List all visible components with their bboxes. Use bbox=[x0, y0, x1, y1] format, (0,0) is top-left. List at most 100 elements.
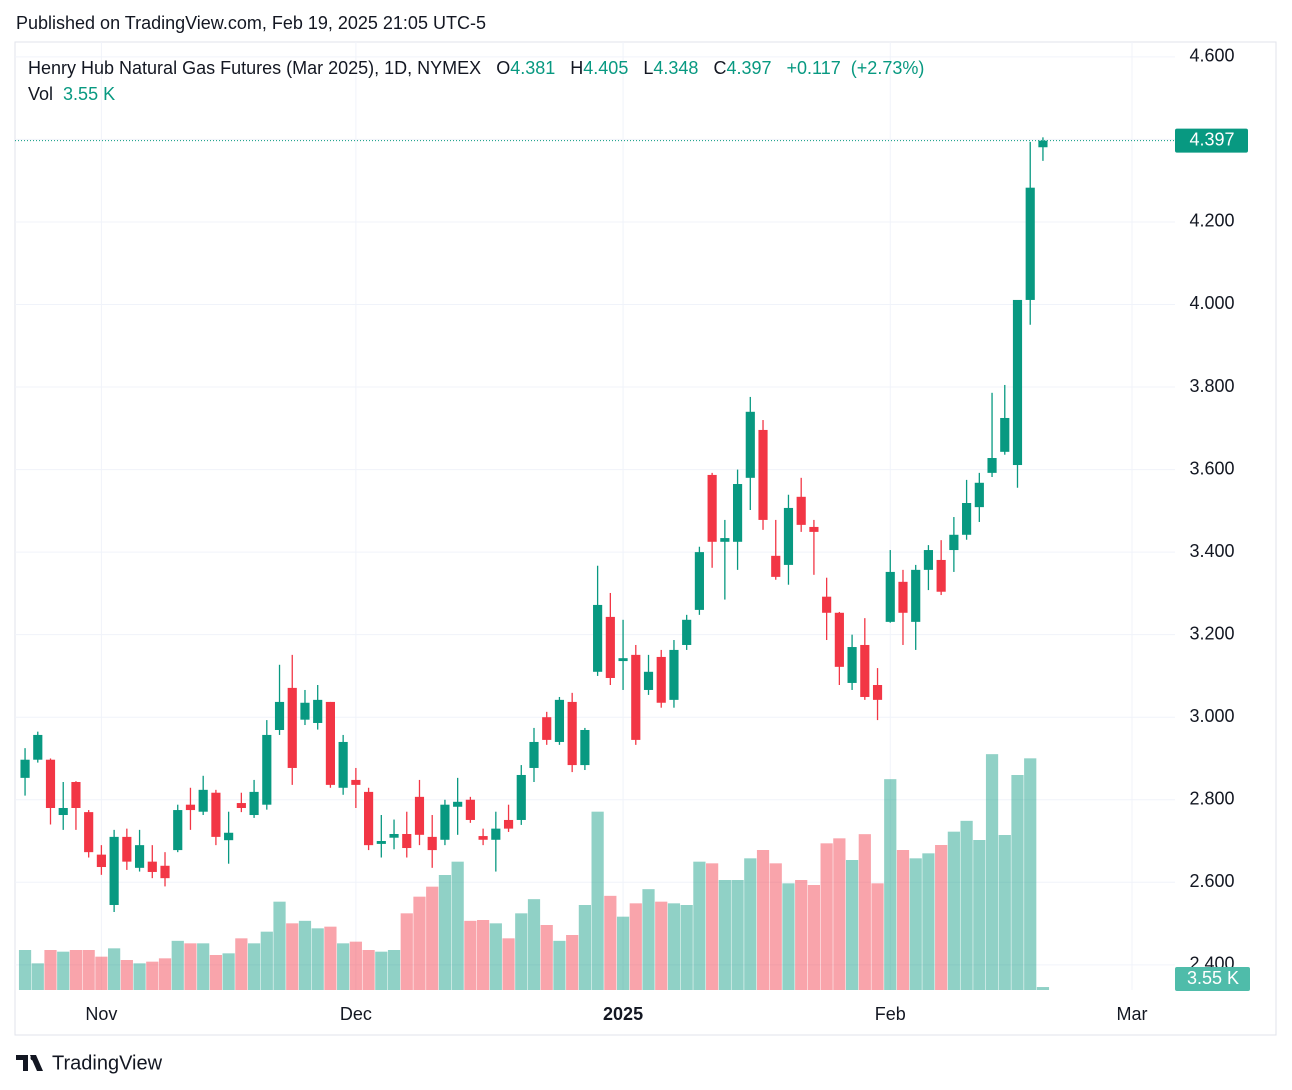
candle-body bbox=[58, 807, 68, 816]
volume-bar bbox=[922, 853, 935, 990]
volume-bar bbox=[909, 858, 922, 990]
volume-bar bbox=[44, 950, 57, 990]
volume-bar bbox=[57, 951, 70, 990]
candle-body bbox=[643, 671, 654, 690]
volume-bar bbox=[896, 850, 910, 990]
volume-bar bbox=[133, 963, 146, 990]
candle-body bbox=[147, 861, 157, 872]
volume-name: Vol bbox=[28, 84, 54, 104]
x-tick-label: Feb bbox=[875, 1004, 906, 1024]
volume-bar bbox=[731, 880, 744, 990]
volume-bar bbox=[171, 940, 184, 990]
volume-bar bbox=[311, 928, 324, 990]
brand: TradingView bbox=[52, 1052, 163, 1074]
candle-body bbox=[224, 832, 234, 841]
candle-body bbox=[732, 484, 743, 542]
candle-body bbox=[338, 741, 348, 788]
volume-bar bbox=[667, 903, 681, 990]
legend-key: O bbox=[496, 58, 511, 78]
candle-body bbox=[529, 741, 539, 768]
volume-bar bbox=[515, 913, 528, 990]
candle-body bbox=[300, 702, 310, 720]
candle-body bbox=[707, 474, 717, 542]
volume-bar bbox=[108, 948, 121, 990]
legend-close: 4.397 bbox=[726, 58, 772, 78]
volume-bar bbox=[209, 955, 223, 990]
candle-body bbox=[84, 812, 94, 853]
volume-bar bbox=[960, 820, 973, 990]
volume-bar bbox=[756, 850, 770, 990]
volume-bar bbox=[1024, 758, 1037, 990]
x-tick-label: Mar bbox=[1117, 1004, 1148, 1024]
candle-body bbox=[491, 828, 501, 840]
y-tick-label: 3.200 bbox=[1189, 623, 1234, 643]
volume-bar bbox=[387, 950, 401, 990]
legend-title: Henry Hub Natural Gas Futures (Mar 2025)… bbox=[28, 58, 482, 78]
volume-bar bbox=[566, 935, 579, 990]
candle-body bbox=[1012, 299, 1023, 466]
volume-bar bbox=[858, 834, 871, 990]
candle-body bbox=[478, 836, 488, 840]
volume-bar bbox=[324, 926, 337, 990]
published: Published on TradingView.com, Feb 19, 20… bbox=[16, 13, 486, 33]
last-price-label: 4.397 bbox=[1189, 129, 1234, 149]
volume-bar bbox=[235, 938, 248, 990]
volume-bar bbox=[400, 913, 413, 990]
candle-body bbox=[987, 458, 997, 473]
candle-body bbox=[313, 699, 323, 723]
volume-bar bbox=[362, 950, 375, 990]
candle-body bbox=[211, 792, 221, 837]
chart-frame bbox=[14, 41, 1277, 1036]
volume-bar bbox=[197, 943, 210, 990]
candle-body bbox=[682, 619, 692, 645]
candle-body bbox=[45, 759, 56, 808]
candle-body bbox=[465, 799, 475, 820]
candle-body bbox=[376, 841, 386, 844]
x-tick-label: Nov bbox=[85, 1004, 117, 1024]
last-volume-box bbox=[1175, 967, 1250, 991]
candle-body bbox=[962, 502, 972, 535]
legend: Henry Hub Natural Gas Futures (Mar 2025)… bbox=[28, 55, 924, 107]
candle-body bbox=[669, 649, 679, 700]
candle-body bbox=[440, 804, 450, 840]
volume-bar bbox=[935, 845, 948, 990]
volume-bar bbox=[820, 843, 833, 990]
volume-bar bbox=[247, 943, 261, 990]
volume-bar bbox=[884, 779, 897, 990]
volume-bar bbox=[18, 950, 32, 990]
candle-body bbox=[911, 569, 921, 622]
volume-bar bbox=[426, 886, 439, 990]
candle-body bbox=[720, 538, 730, 542]
volume-bar bbox=[464, 920, 477, 990]
candle-body bbox=[758, 429, 768, 520]
volume-bar bbox=[706, 863, 719, 990]
volume-bar bbox=[146, 961, 159, 990]
volume-bar bbox=[502, 938, 515, 990]
candle-body bbox=[389, 833, 399, 838]
volume-bar bbox=[973, 840, 986, 990]
volume-bar bbox=[222, 953, 235, 990]
y-tick-label: 4.600 bbox=[1189, 46, 1234, 66]
volume-bar bbox=[782, 883, 795, 990]
candle-body bbox=[745, 411, 755, 478]
candle-body bbox=[1025, 187, 1035, 300]
y-tick-label: 3.600 bbox=[1189, 458, 1234, 478]
volume-bar bbox=[337, 943, 350, 990]
legend-volume: Vol 3.55 K bbox=[28, 81, 924, 107]
candle-body bbox=[351, 779, 361, 785]
volume-bar bbox=[260, 931, 273, 990]
candle-body bbox=[605, 616, 615, 678]
volume-bar bbox=[744, 858, 757, 990]
candle-body bbox=[796, 496, 806, 525]
volume-bar bbox=[693, 861, 706, 990]
candle-body bbox=[364, 791, 374, 846]
volume-bar bbox=[184, 943, 197, 990]
candle-body bbox=[694, 552, 704, 610]
candle-body bbox=[516, 774, 526, 820]
candle-body bbox=[898, 581, 908, 613]
volume-bar bbox=[985, 754, 999, 990]
candle-body bbox=[173, 810, 183, 851]
volume-bar bbox=[718, 880, 731, 990]
candle-body bbox=[860, 644, 870, 697]
